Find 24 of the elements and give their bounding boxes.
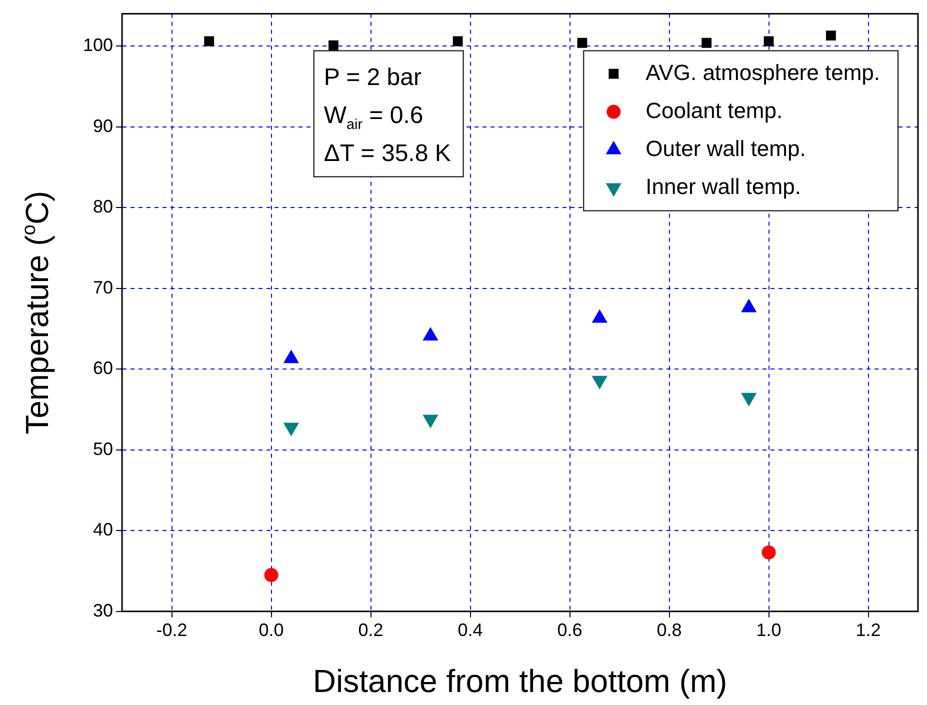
legend-label: Coolant temp. [646,98,783,123]
y-tick-label: 50 [93,438,114,459]
x-tick-label: 1.0 [756,620,782,640]
y-tick-label: 40 [93,520,114,540]
annotation: P = 2 bar [324,64,422,91]
y-tick-label: 30 [93,600,114,620]
x-tick-label: 0.8 [656,620,682,640]
legend-label: Inner wall temp. [646,174,801,199]
x-tick-label: 0.0 [258,620,284,640]
y-tick-label: 80 [93,196,114,217]
x-tick-label: -0.2 [156,620,188,640]
x-tick-label: 1.2 [856,620,881,640]
legend-label: Outer wall temp. [646,136,806,161]
x-tick-label: 0.4 [458,620,483,640]
y-tick-label: 60 [93,358,114,378]
x-tick-label: 0.6 [557,620,582,640]
annotation: ΔT = 35.8 K [324,140,451,167]
y-tick-label: 90 [93,116,114,136]
y-tick-label: 70 [93,277,114,298]
y-tick-label: 100 [82,35,114,56]
y-axis-title: Temperature (oC) [19,190,55,434]
legend-label: AVG. atmosphere temp. [646,60,880,85]
x-tick-label: 0.2 [358,620,384,640]
x-axis-title: Distance from the bottom (m) [312,663,728,699]
